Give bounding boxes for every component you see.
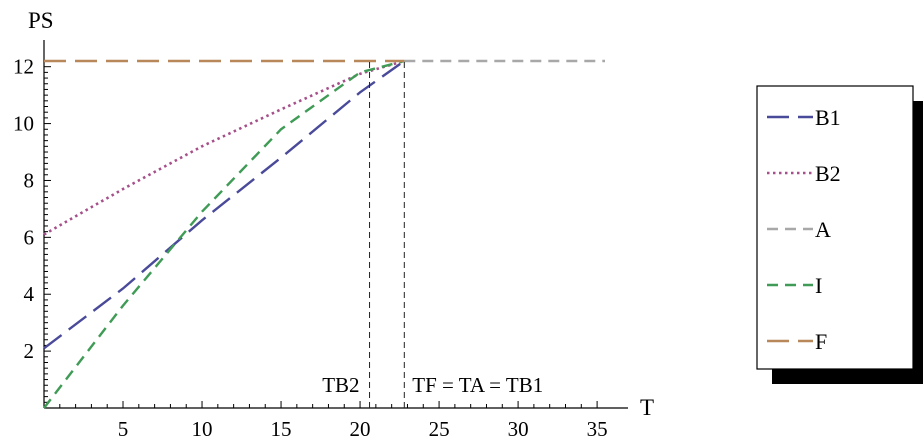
x-tick-label: 25: [429, 417, 450, 441]
y-tick-label: 2: [24, 339, 35, 363]
plot-series: [43, 59, 605, 409]
annotation-label: TB2: [322, 373, 359, 397]
x-tick-label: 5: [118, 417, 129, 441]
series-I-line: [43, 59, 405, 409]
series-B1-line: [43, 60, 405, 350]
x-tick-label: 35: [587, 417, 608, 441]
annotations: TB2 TF = TA = TB1: [322, 61, 543, 408]
legend: B1 B2 A I F: [756, 85, 923, 384]
y-tick-label: 6: [24, 225, 35, 249]
annotation-label: TF = TA = TB1: [412, 373, 543, 397]
x-tick-label: 30: [508, 417, 529, 441]
x-tick-label: 20: [350, 417, 371, 441]
legend-label-B1: B1: [815, 105, 841, 130]
y-tick-label: 10: [13, 112, 34, 136]
axes: [43, 40, 628, 409]
ticks: 5 10 15 20 25 30 35 2 4 6 8 10 12: [13, 55, 608, 441]
y-axis-title: PS: [28, 8, 54, 33]
x-tick-label: 10: [192, 417, 213, 441]
legend-label-F: F: [815, 329, 827, 354]
legend-label-B2: B2: [815, 161, 841, 186]
x-axis-title: T: [640, 395, 654, 420]
x-tick-label: 15: [271, 417, 292, 441]
y-tick-label: 12: [13, 55, 34, 79]
legend-label-I: I: [815, 273, 822, 298]
legend-label-A: A: [815, 217, 831, 242]
y-tick-label: 4: [24, 282, 35, 306]
series-B2-line: [43, 59, 405, 236]
y-tick-label: 8: [24, 168, 35, 192]
legend-box: [756, 85, 914, 370]
